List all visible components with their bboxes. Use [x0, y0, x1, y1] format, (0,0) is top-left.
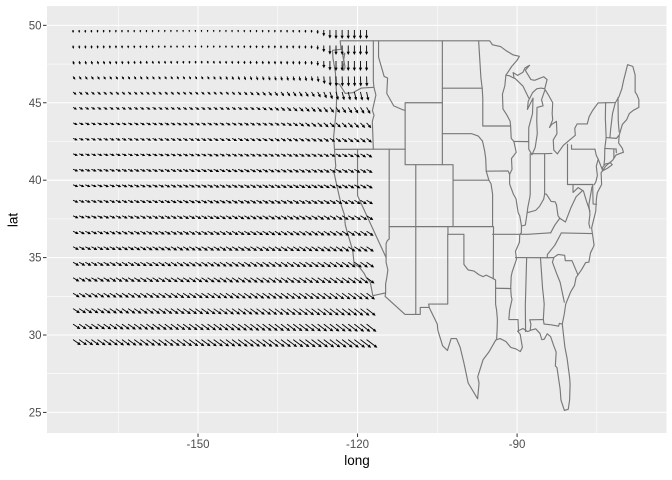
border-fl_ga: [543, 322, 564, 327]
x-tick-label: -120: [346, 439, 369, 451]
border-delaware_river: [593, 148, 599, 186]
border-wv_va: [559, 190, 583, 223]
border-co_ne_east: [441, 164, 454, 228]
border-il_in: [520, 153, 531, 227]
border-va_nc: [560, 232, 593, 235]
wind-vector-field: [71, 30, 378, 348]
border-or_id: [371, 86, 377, 150]
border-ny_nj: [597, 158, 603, 170]
border-md_de: [592, 183, 598, 205]
y-tick-label: 30: [29, 330, 42, 342]
border-nc_sc: [553, 253, 579, 276]
border-chesapeake: [588, 186, 593, 229]
x-axis-title: long: [344, 453, 370, 468]
border-ia_mo: [485, 170, 511, 175]
y-tick-label: 25: [29, 407, 42, 419]
border-tn_nc: [546, 232, 562, 259]
border-fl_west: [529, 319, 532, 331]
border-ky_tn: [519, 232, 552, 235]
border-potomac: [572, 183, 591, 212]
border-ohio_river: [526, 193, 558, 214]
border-mn_west: [478, 40, 512, 127]
border-ca_nv_az: [356, 148, 389, 294]
y-tick-label: 40: [29, 175, 42, 187]
border-al_ga: [539, 257, 545, 325]
x-tick-label: -90: [509, 439, 526, 451]
border-ok_tx: [447, 233, 494, 280]
axis-tick-labels: -150 -120 -90 50 45 40 35 30 25: [29, 20, 526, 451]
border-missouri_river: [481, 140, 494, 228]
y-tick-label: 45: [29, 98, 42, 110]
border-sd_ne: [441, 133, 484, 142]
y-axis-title: lat: [5, 212, 21, 228]
border-wa_id: [372, 40, 375, 88]
border-id_mt: [377, 40, 406, 112]
y-tick-label: 35: [29, 253, 42, 265]
border-pa_ny: [570, 144, 596, 150]
border-mississippi: [501, 74, 523, 333]
border-nh_me: [617, 97, 620, 133]
x-tick-label: -150: [187, 439, 210, 451]
border-outline: [331, 40, 640, 411]
us-state-borders: [331, 40, 640, 411]
border-nv_ut_az: [385, 148, 390, 259]
border-puget_sound: [342, 52, 346, 71]
panel-background: [47, 6, 667, 433]
border-ny_east: [603, 102, 607, 166]
border-long_island: [601, 162, 613, 172]
grid-major: [47, 6, 667, 433]
border-tx_la: [492, 278, 498, 341]
border-vt_nh: [609, 102, 616, 139]
axis-tick-marks: [43, 24, 518, 437]
border-wa_or: [335, 82, 375, 95]
border-tx_nm: [428, 233, 449, 309]
border-mi_wi: [514, 77, 530, 99]
border-ms_al: [524, 257, 528, 333]
y-tick-label: 50: [29, 20, 42, 32]
border-ga_sc: [551, 257, 565, 303]
